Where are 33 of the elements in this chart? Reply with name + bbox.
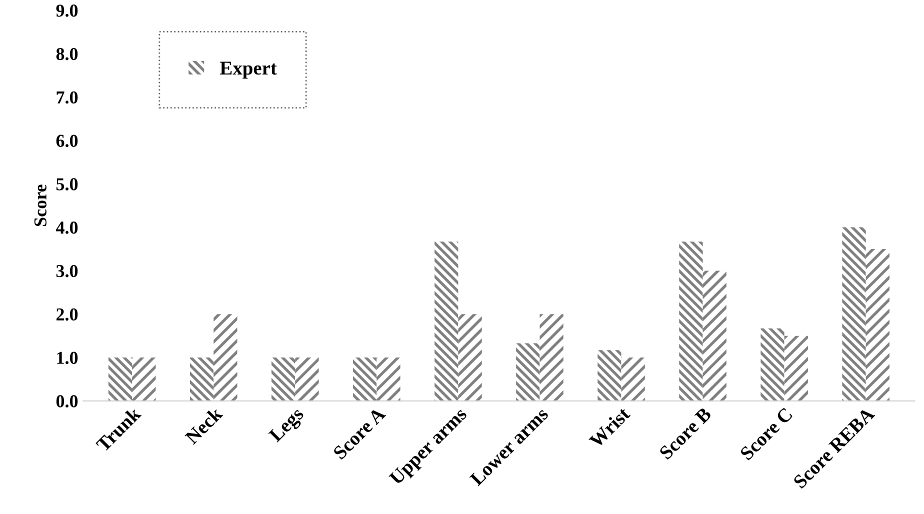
bar bbox=[784, 336, 808, 401]
y-tick-label: 5.0 bbox=[56, 178, 78, 190]
bar bbox=[190, 358, 214, 401]
bar bbox=[516, 343, 540, 401]
y-tick-label: 1.0 bbox=[57, 352, 78, 364]
y-tick-label: 2.0 bbox=[56, 308, 78, 321]
bar bbox=[760, 328, 784, 401]
bar bbox=[621, 358, 645, 401]
y-tick-label: 9.0 bbox=[56, 4, 78, 17]
y-tick-label: 0.0 bbox=[56, 395, 78, 408]
y-tick-label: 7.0 bbox=[56, 91, 78, 104]
bar bbox=[598, 350, 622, 401]
y-axis-title: Score bbox=[34, 184, 47, 226]
bar bbox=[434, 242, 458, 401]
bar bbox=[271, 358, 296, 401]
bar bbox=[866, 249, 890, 401]
legend-label: Expert bbox=[220, 62, 277, 79]
y-tick-label: 8.0 bbox=[56, 48, 78, 60]
y-tick-label: 4.0 bbox=[56, 222, 78, 234]
bar bbox=[540, 314, 564, 401]
y-tick-label: 3.0 bbox=[56, 264, 78, 278]
bar bbox=[842, 227, 866, 401]
bar bbox=[108, 358, 132, 401]
bar bbox=[353, 358, 377, 401]
y-tick-label: 6.0 bbox=[56, 134, 78, 148]
bar bbox=[702, 270, 726, 401]
bar bbox=[458, 314, 482, 401]
bar bbox=[295, 358, 319, 401]
bar bbox=[132, 358, 156, 401]
bar bbox=[376, 358, 400, 401]
x-tick-label: Legs bbox=[268, 406, 308, 446]
bar bbox=[679, 242, 703, 401]
bar bbox=[214, 314, 238, 401]
